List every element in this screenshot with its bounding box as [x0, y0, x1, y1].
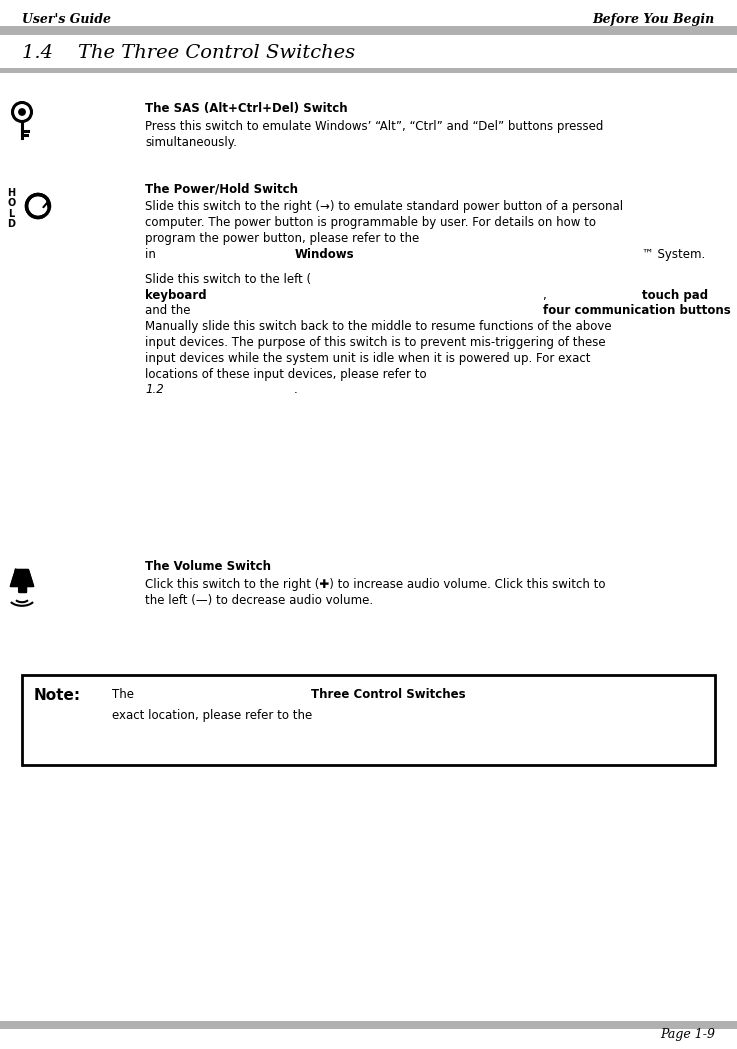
Text: H
O
L
D: H O L D — [7, 188, 15, 229]
Text: four communication buttons: four communication buttons — [542, 304, 730, 318]
Bar — [0, 1021, 737, 1029]
Text: input devices. The purpose of this switch is to prevent mis-triggering of these: input devices. The purpose of this switc… — [145, 336, 606, 349]
Text: The: The — [112, 688, 138, 701]
Text: touch pad: touch pad — [642, 288, 708, 302]
Text: program the power button, please refer to the: program the power button, please refer t… — [145, 232, 423, 244]
Text: Windows: Windows — [294, 248, 354, 260]
Text: Page 1-9: Page 1-9 — [660, 1028, 715, 1041]
Text: Press this switch to emulate Windows’ “Alt”, “Ctrl” and “Del” buttons pressed: Press this switch to emulate Windows’ “A… — [145, 121, 604, 133]
Text: and the: and the — [145, 304, 195, 318]
Text: locations of these input devices, please refer to: locations of these input devices, please… — [145, 367, 430, 381]
Text: .: . — [294, 384, 298, 397]
Text: input devices while the system unit is idle when it is powered up. For exact: input devices while the system unit is i… — [145, 351, 590, 365]
Polygon shape — [18, 586, 26, 592]
Text: the left (—) to decrease audio volume.: the left (—) to decrease audio volume. — [145, 594, 373, 607]
Text: User's Guide: User's Guide — [22, 13, 111, 26]
Text: The Power/Hold Switch: The Power/Hold Switch — [145, 181, 298, 195]
Text: 1.4    The Three Control Switches: 1.4 The Three Control Switches — [22, 44, 355, 62]
Text: ,: , — [542, 288, 551, 302]
Text: Note:: Note: — [34, 688, 81, 703]
Text: exact location, please refer to the: exact location, please refer to the — [112, 708, 316, 722]
Circle shape — [19, 109, 25, 115]
Text: keyboard: keyboard — [145, 288, 206, 302]
Bar — [22, 675, 715, 765]
Text: in: in — [145, 248, 160, 260]
Text: Slide this switch to the left (: Slide this switch to the left ( — [145, 273, 311, 285]
Text: Click this switch to the right (✚) to increase audio volume. Click this switch t: Click this switch to the right (✚) to in… — [145, 578, 606, 592]
Text: Manually slide this switch back to the middle to resume functions of the above: Manually slide this switch back to the m… — [145, 320, 612, 334]
Text: Three Control Switches: Three Control Switches — [311, 688, 466, 701]
Text: Slide this switch to the right (→) to emulate standard power button of a persona: Slide this switch to the right (→) to em… — [145, 200, 623, 213]
Bar — [0, 26, 737, 35]
Text: simultaneously.: simultaneously. — [145, 136, 237, 149]
Text: 1.2: 1.2 — [145, 384, 164, 397]
Text: Before You Begin: Before You Begin — [593, 13, 715, 26]
Polygon shape — [11, 570, 33, 586]
Text: ™ System.: ™ System. — [642, 248, 705, 260]
Text: computer. The power button is programmable by user. For details on how to: computer. The power button is programmab… — [145, 216, 596, 229]
Bar — [0, 67, 737, 73]
Text: The SAS (Alt+Ctrl+Del) Switch: The SAS (Alt+Ctrl+Del) Switch — [145, 102, 348, 115]
Text: The Volume Switch: The Volume Switch — [145, 560, 271, 573]
